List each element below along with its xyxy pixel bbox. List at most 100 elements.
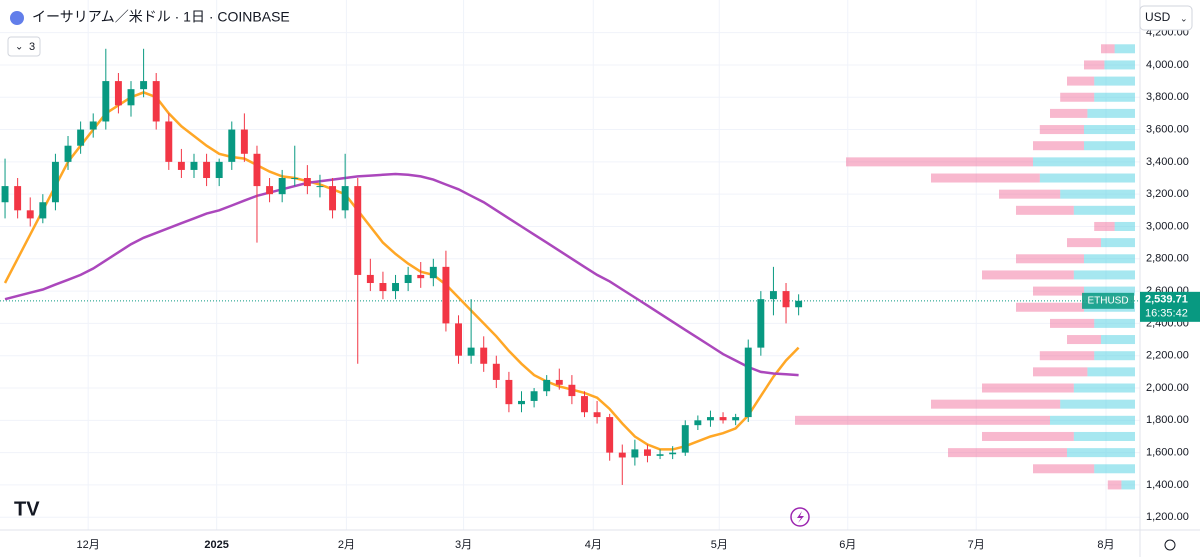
x-tick-label: 5月 (711, 539, 728, 551)
volume-profile (795, 44, 1135, 490)
candle-body (644, 449, 651, 456)
indicator-count: 3 (29, 41, 35, 53)
candle-body (618, 452, 626, 458)
vp-total (1016, 254, 1084, 264)
vp-up (1094, 76, 1135, 86)
vp-up (1094, 464, 1135, 474)
candle-body (404, 274, 412, 284)
candle-body (379, 283, 387, 292)
countdown: 16:35:42 (1145, 308, 1188, 320)
currency: USD (1145, 10, 1171, 24)
vp-total (982, 383, 1074, 393)
candle-body (39, 202, 47, 219)
eth-icon (10, 11, 24, 25)
candle-body (417, 274, 425, 279)
candle-body (114, 81, 122, 106)
vp-up (1121, 480, 1135, 490)
vp-up (1114, 44, 1135, 54)
candle-body (429, 266, 437, 279)
candle-body (606, 417, 614, 453)
vp-total (1067, 76, 1095, 86)
candle-body (782, 291, 790, 308)
candle-body (152, 81, 160, 122)
indicator-toggle[interactable] (7, 36, 41, 57)
y-tick-label: 2,800.00 (1146, 253, 1189, 265)
vp-total (1033, 286, 1084, 296)
tv-logo: TV (14, 498, 40, 520)
vp-total (1033, 141, 1084, 151)
currency-button[interactable] (1139, 5, 1193, 31)
vp-up (1084, 254, 1135, 264)
y-tick-label: 1,600.00 (1146, 447, 1189, 459)
x-tick-label: 12月 (77, 539, 100, 551)
candle-body (530, 391, 538, 401)
y-tick-label: 3,600.00 (1146, 123, 1189, 135)
candle-body (694, 420, 702, 426)
candle-body (480, 347, 488, 364)
vp-total (1094, 221, 1115, 231)
chart-title: イーサリアム／米ドル · 1日 · COINBASE (32, 9, 290, 25)
candle-body (757, 299, 765, 348)
vp-total (1101, 44, 1115, 54)
candle-body (719, 417, 727, 421)
candle-body (656, 454, 664, 456)
x-tick-label: 4月 (585, 539, 602, 551)
y-tick-label: 2,200.00 (1146, 350, 1189, 362)
candle-body (1, 186, 9, 203)
vp-up (1094, 318, 1135, 328)
vp-total (1084, 60, 1105, 70)
indicator-line (3, 91, 800, 451)
candle-body (266, 186, 274, 195)
vp-up (1073, 205, 1135, 215)
vp-up (1084, 141, 1135, 151)
candle-body (316, 186, 324, 188)
y-tick-label: 1,800.00 (1146, 414, 1189, 426)
chevron: ⌄ (15, 42, 23, 53)
candles (1, 48, 803, 485)
vp-up (1033, 157, 1135, 167)
vp-total (948, 448, 1067, 458)
vp-total (1033, 464, 1095, 474)
candle-body (240, 129, 248, 154)
symbol-badge (1082, 292, 1134, 309)
x-tick-label: 2025 (204, 539, 228, 551)
candle-body (228, 129, 236, 162)
grid (0, 0, 1140, 530)
candle-body (26, 210, 34, 219)
vp-up (1101, 335, 1135, 345)
candle-body (568, 384, 576, 397)
candle-body (203, 161, 211, 179)
candle-body (341, 186, 349, 211)
candle-body (505, 379, 513, 405)
candle-body (769, 291, 777, 300)
vp-up (1104, 60, 1135, 70)
vp-total (1016, 205, 1074, 215)
vp-total (1067, 238, 1101, 248)
y-tick-label: 3,400.00 (1146, 156, 1189, 168)
candle-body (392, 283, 399, 292)
vp-up (1073, 383, 1135, 393)
x-tick-label: 2月 (338, 539, 355, 551)
candle-body (492, 363, 500, 380)
y-tick-label: 1,400.00 (1146, 479, 1189, 491)
vp-up (1073, 270, 1135, 280)
vp-up (1060, 189, 1135, 199)
candle-body (581, 396, 588, 413)
candle-body (518, 400, 525, 405)
events-icon[interactable] (790, 507, 810, 527)
y-tick-label: 3,200.00 (1146, 188, 1189, 200)
candle-body (215, 161, 223, 179)
vp-up (1094, 351, 1135, 361)
settings-icon[interactable] (1164, 539, 1176, 551)
indicators (3, 91, 800, 451)
vp-up (1087, 108, 1135, 118)
candle-body (51, 161, 59, 203)
candle-body (77, 129, 85, 146)
vp-up (1087, 367, 1135, 377)
symbol-label: ETHUSD (1087, 295, 1128, 306)
y-tick-label: 1,200.00 (1146, 511, 1189, 523)
candle-body (543, 379, 551, 392)
vp-total (1039, 351, 1095, 361)
